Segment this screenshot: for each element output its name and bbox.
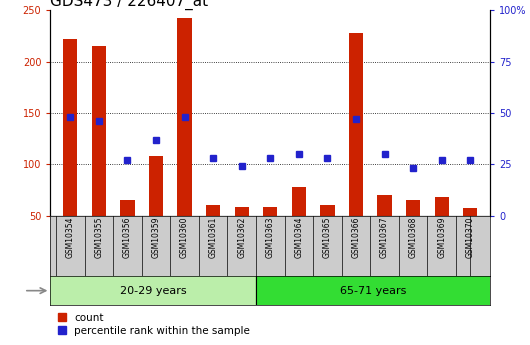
Bar <box>92 46 106 216</box>
Text: GSM10362: GSM10362 <box>237 217 246 258</box>
Text: GSM10363: GSM10363 <box>266 217 275 258</box>
Bar <box>406 200 420 216</box>
Bar <box>50 276 255 305</box>
Text: GSM10355: GSM10355 <box>94 217 103 258</box>
Text: GSM10361: GSM10361 <box>209 217 218 258</box>
Text: GSM10354: GSM10354 <box>66 217 75 258</box>
Text: 20-29 years: 20-29 years <box>120 286 187 296</box>
Text: GSM10366: GSM10366 <box>351 217 360 258</box>
Bar <box>255 276 490 305</box>
Text: GSM10365: GSM10365 <box>323 217 332 258</box>
Bar <box>435 197 449 216</box>
Text: GSM10364: GSM10364 <box>294 217 303 258</box>
Bar <box>463 208 478 216</box>
Bar <box>178 18 192 216</box>
Text: GDS473 / 226407_at: GDS473 / 226407_at <box>50 0 208 10</box>
Bar <box>120 200 135 216</box>
Bar <box>63 39 77 216</box>
Text: GSM10367: GSM10367 <box>380 217 389 258</box>
Bar <box>292 187 306 216</box>
Text: GSM10360: GSM10360 <box>180 217 189 258</box>
Bar <box>377 195 392 216</box>
Bar <box>320 205 334 216</box>
Text: GSM10356: GSM10356 <box>123 217 132 258</box>
Bar <box>349 33 363 216</box>
Bar <box>206 205 220 216</box>
Legend: count, percentile rank within the sample: count, percentile rank within the sample <box>56 310 252 338</box>
Bar <box>149 156 163 216</box>
Text: GSM10368: GSM10368 <box>409 217 418 258</box>
Bar <box>235 207 249 216</box>
Text: GSM10369: GSM10369 <box>437 217 446 258</box>
Text: GSM10359: GSM10359 <box>152 217 161 258</box>
Text: GSM10370: GSM10370 <box>466 217 475 258</box>
Bar <box>263 207 277 216</box>
Text: 65-71 years: 65-71 years <box>340 286 406 296</box>
